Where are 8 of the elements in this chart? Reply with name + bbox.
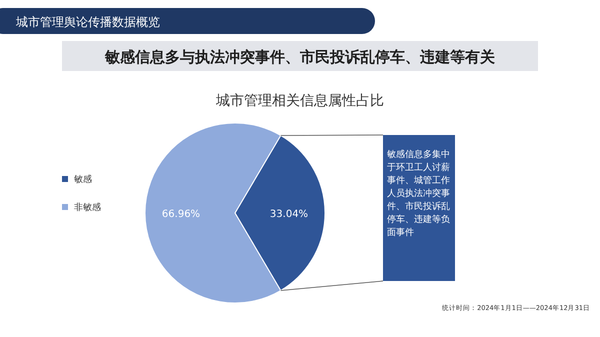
data-label: 66.96% [162,209,200,220]
legend-label: 非敏感 [74,202,101,213]
chart-title: 城市管理相关信息属性占比 [215,93,384,109]
text: 敏感信息多集中于环卫工人讨薪事件、城管工作人员执法冲突事件、市民投诉乱停车、违建等负面事件 [387,149,451,240]
data-label: 33.04% [270,209,308,220]
text: 城市管理舆论传播数据概览 [15,15,160,29]
chart-subtitle: 敏感信息多与执法冲突事件、市民投诉乱停车、违建等有关 [104,48,495,66]
legend-label: 敏感 [74,174,92,185]
